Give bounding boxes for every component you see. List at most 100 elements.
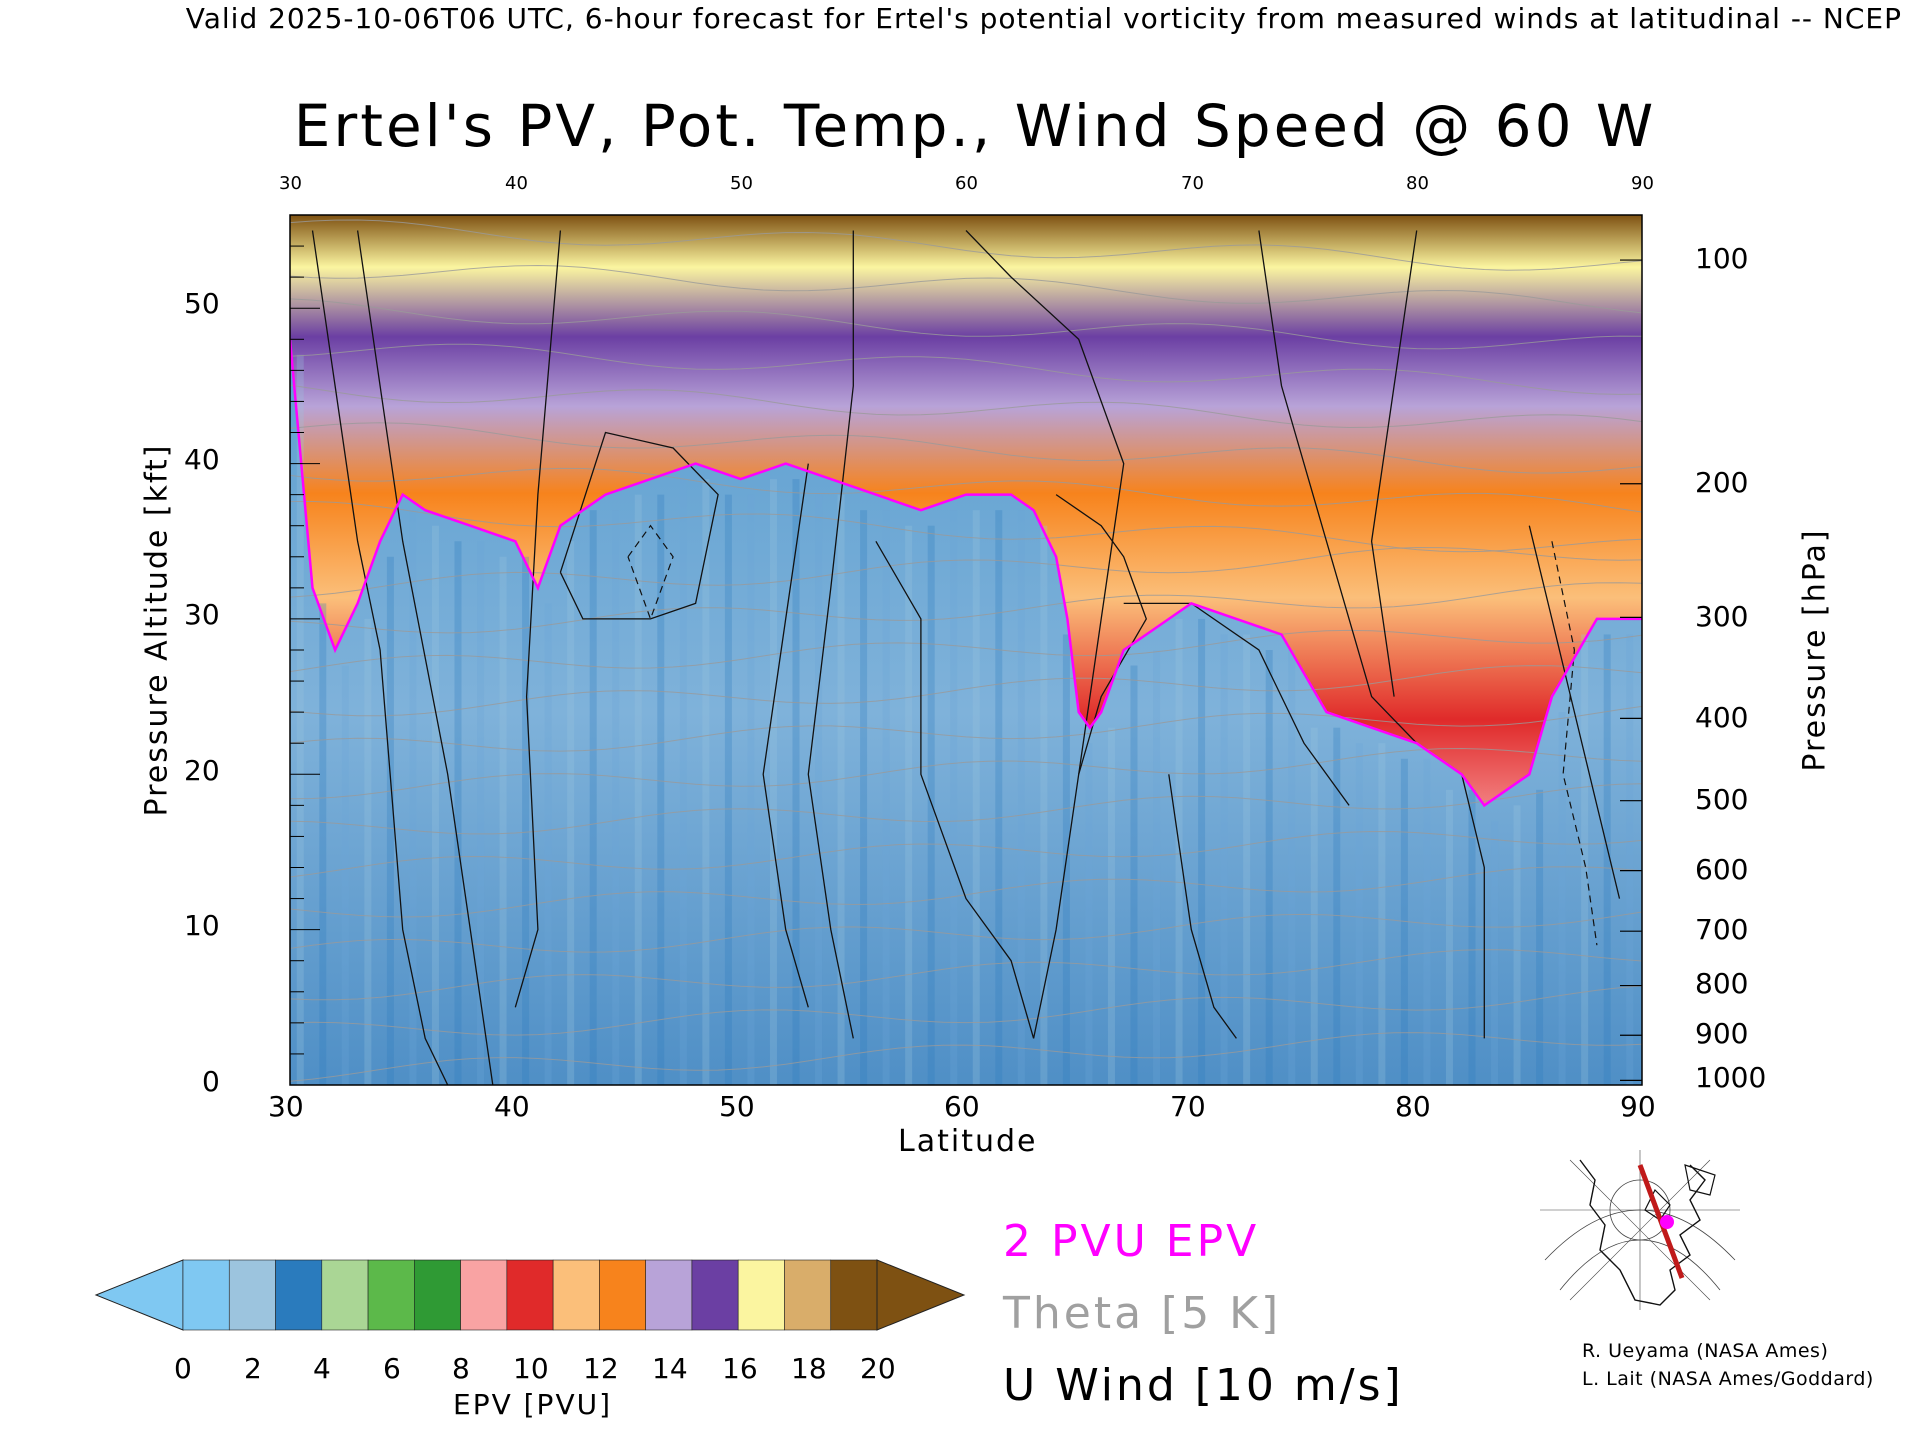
pv-stripe [1130, 665, 1138, 1085]
theta-contour [290, 985, 1642, 1036]
theta-contour [290, 467, 1642, 513]
theta-contour [290, 343, 1642, 395]
u-wind-contour [559, 431, 719, 620]
theta-contours [290, 219, 1642, 1082]
pv-stripe [1220, 634, 1228, 1085]
theta-contour [290, 665, 1642, 717]
u-wind-contour [1168, 774, 1237, 1039]
theta-contour [290, 747, 1642, 800]
pv-stripe [702, 479, 710, 1085]
pv-stripe [409, 510, 417, 1085]
u-wind-contour [311, 230, 449, 1085]
y-tick-10: 10 [184, 909, 220, 942]
colorbar-segment [321, 1259, 369, 1331]
pv-stripe [296, 354, 304, 1085]
cb-tick-0: 0 [174, 1352, 192, 1385]
u-wind-contour-negative [1551, 541, 1598, 946]
tropopause-2pvu-line [290, 339, 1642, 808]
colorbar-segment [599, 1259, 646, 1331]
y-tick-30: 30 [184, 598, 220, 631]
pv-stripe [1423, 758, 1431, 1085]
cb-tick-12: 12 [583, 1352, 619, 1385]
pv-stripe [882, 510, 890, 1085]
pv-stripe [1536, 789, 1544, 1085]
top-tick-40: 40 [505, 173, 528, 194]
pv-stripe [860, 510, 868, 1085]
pv-stripe [1175, 618, 1183, 1085]
u-wind-contour [1370, 230, 1418, 697]
u-wind-contour [1055, 494, 1148, 775]
pv-stripe [747, 494, 755, 1085]
p-tick-900: 900 [1695, 1017, 1749, 1050]
p-tick-200: 200 [1695, 466, 1749, 499]
cb-tick-16: 16 [722, 1352, 758, 1385]
colorbar-segment [552, 1259, 600, 1331]
pv-stripe [679, 479, 687, 1085]
p-tick-300: 300 [1695, 600, 1749, 633]
theta-contour [290, 384, 1642, 429]
theta-contour [290, 219, 1642, 271]
pv-stripe [792, 479, 800, 1085]
top-tick-70: 70 [1181, 173, 1204, 194]
pv-stripe [1378, 743, 1386, 1085]
top-tick-60: 60 [955, 173, 978, 194]
inset-map [1540, 1150, 1740, 1310]
kft-tick-marks [290, 214, 320, 1086]
colorbar-ticks: 0 2 4 6 8 10 12 14 16 18 20 [0, 1352, 1000, 1392]
top-tick-90: 90 [1631, 173, 1654, 194]
pv-stripe [1445, 789, 1453, 1085]
colorbar-segment [645, 1259, 693, 1331]
pressure-tick-marks [1620, 259, 1642, 1081]
theta-contour [290, 501, 1642, 553]
credit-lait: L. Lait (NASA Ames/Goddard) [1582, 1368, 1874, 1390]
u-wind-contour [356, 230, 494, 1085]
pv-stripe [522, 556, 530, 1085]
colorbar-high-arrow [876, 1259, 966, 1331]
colorbar-segment [367, 1259, 415, 1331]
x-axis-label: Latitude [898, 1124, 1038, 1159]
u-wind-contour [1258, 230, 1485, 1039]
u-wind-contour [1528, 525, 1621, 899]
theta-contour [290, 783, 1642, 835]
colorbar-segment [182, 1259, 230, 1331]
pv-stripe [1265, 650, 1273, 1085]
p-tick-500: 500 [1695, 783, 1749, 816]
p-tick-700: 700 [1695, 913, 1749, 946]
pv-stripe [454, 541, 462, 1085]
u-wind-contour [762, 463, 809, 1008]
pv-stripe [567, 541, 575, 1085]
u-wind-contours [311, 230, 1621, 1085]
theta-contour [290, 911, 1642, 953]
theta-contour [290, 1032, 1642, 1082]
pv-stripe [634, 494, 642, 1085]
cb-tick-2: 2 [244, 1352, 262, 1385]
chart-title: Ertel's PV, Pot. Temp., Wind Speed @ 60 … [293, 92, 1657, 160]
top-tick-30: 30 [279, 173, 302, 194]
pv-stripe [1333, 727, 1341, 1085]
y-tick-0: 0 [202, 1065, 220, 1098]
u-wind-contour [1123, 602, 1350, 806]
pv-stripe [319, 603, 327, 1085]
pv-stripe [1040, 525, 1048, 1085]
p-tick-600: 600 [1695, 853, 1749, 886]
pv-stripe [905, 525, 913, 1085]
colorbar-segment [228, 1259, 276, 1331]
colorbar-segment [830, 1259, 878, 1331]
pv-stripe [995, 510, 1003, 1085]
pv-stripe [1603, 634, 1611, 1085]
pv-stripe [1468, 789, 1476, 1085]
pv-stripe [1491, 820, 1499, 1085]
pv-stripe [1581, 634, 1589, 1085]
colorbar [94, 1259, 966, 1331]
y-tick-20: 20 [184, 754, 220, 787]
legend-theta: Theta [5 K] [1003, 1288, 1282, 1339]
pv-stripe [1017, 510, 1025, 1085]
legend-uwind: U Wind [10 m/s] [1003, 1360, 1404, 1411]
theta-contour [290, 866, 1642, 918]
p-tick-1000: 1000 [1695, 1061, 1767, 1094]
x-tick-70: 70 [1170, 1090, 1206, 1123]
pv-stripe [1400, 758, 1408, 1085]
top-tick-80: 80 [1406, 173, 1429, 194]
theta-contour [290, 422, 1642, 474]
